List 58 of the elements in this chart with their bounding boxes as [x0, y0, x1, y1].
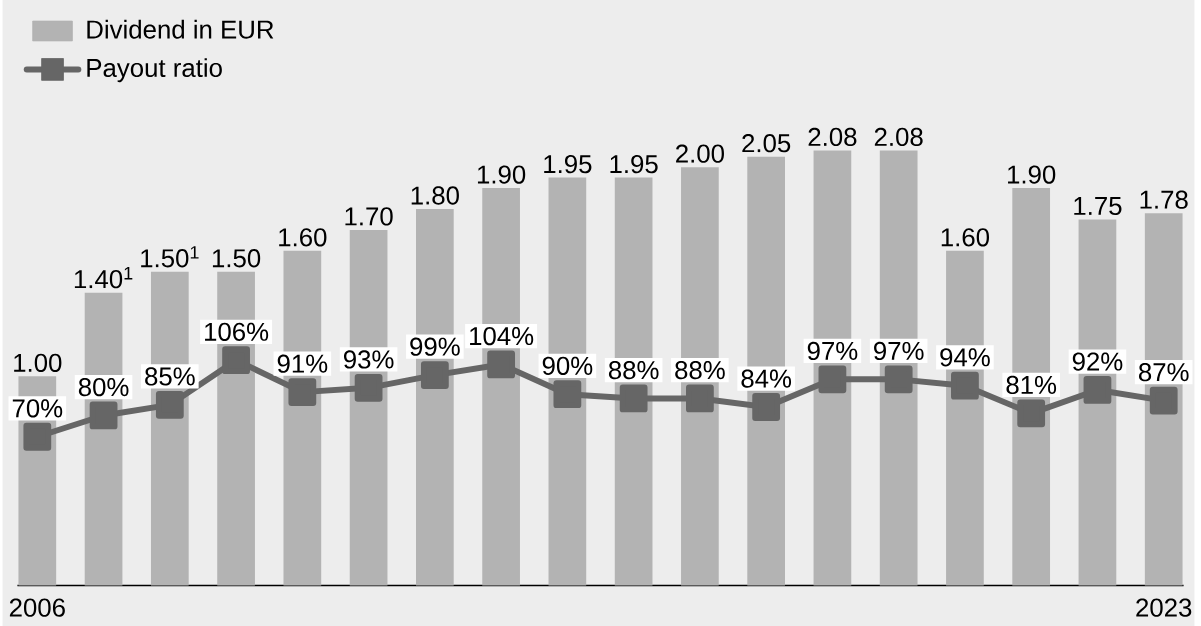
data-label: 1.78 [1140, 190, 1188, 209]
point [951, 371, 979, 400]
x-tick-label: 2023 [1136, 598, 1192, 617]
data-label: 1.60 [279, 228, 327, 247]
point [155, 390, 184, 419]
data-label: 2.05 [742, 133, 791, 153]
data-label: 99% [410, 337, 460, 356]
data-label: 104% [470, 326, 534, 346]
data-label: 92% [1072, 352, 1123, 371]
point [686, 384, 714, 413]
data-label: 1.50 [212, 249, 261, 268]
data-label: 70% [12, 399, 63, 418]
data-label: 85% [145, 367, 195, 386]
data-label: 88% [675, 360, 725, 380]
point [23, 422, 52, 451]
data-label: 1.40$^{1}$ [74, 266, 133, 289]
point [89, 401, 118, 430]
data-label: 1.50$^{1}$ [141, 246, 199, 268]
data-label: 88% [608, 360, 659, 380]
legend-label: Payout ratio [87, 58, 222, 83]
data-label: 87% [1138, 362, 1189, 382]
data-label: 94% [940, 348, 990, 367]
data-label: 80% [78, 377, 129, 397]
data-label: 1.90 [1008, 165, 1056, 184]
point [288, 378, 317, 406]
data-label: 91% [277, 354, 328, 373]
data-label: 1.70 [345, 207, 393, 226]
point [884, 365, 913, 394]
point [487, 350, 516, 379]
data-label: 84% [741, 369, 792, 388]
data-label: 1.95 [544, 154, 592, 174]
point [1149, 386, 1178, 415]
point [818, 365, 847, 394]
point [1017, 399, 1046, 428]
data-label: 2.08 [808, 127, 857, 146]
data-label: 93% [343, 350, 394, 369]
data-label: 2.00 [676, 144, 724, 163]
data-label: 81% [1006, 375, 1057, 394]
data-label: 1.75 [1074, 197, 1122, 215]
data-label: 1.00 [14, 353, 62, 372]
legend-label: Dividend in EUR [87, 19, 274, 39]
point [420, 361, 449, 389]
x-tick-label: 2006 [9, 598, 65, 617]
data-label: 1.90 [477, 165, 526, 184]
data-label: 1.80 [411, 186, 459, 205]
data-label: 1.60 [941, 228, 990, 247]
data-label: 97% [807, 341, 858, 360]
data-label: 2.08 [874, 127, 923, 146]
data-label: 1.95 [610, 154, 658, 174]
data-label: 90% [542, 356, 593, 375]
point [222, 346, 250, 374]
point [1083, 375, 1112, 404]
point [553, 380, 582, 409]
data-label: 97% [874, 341, 924, 360]
point [619, 384, 648, 413]
point [752, 392, 781, 421]
data-label: 106% [205, 322, 269, 341]
point [354, 373, 383, 402]
